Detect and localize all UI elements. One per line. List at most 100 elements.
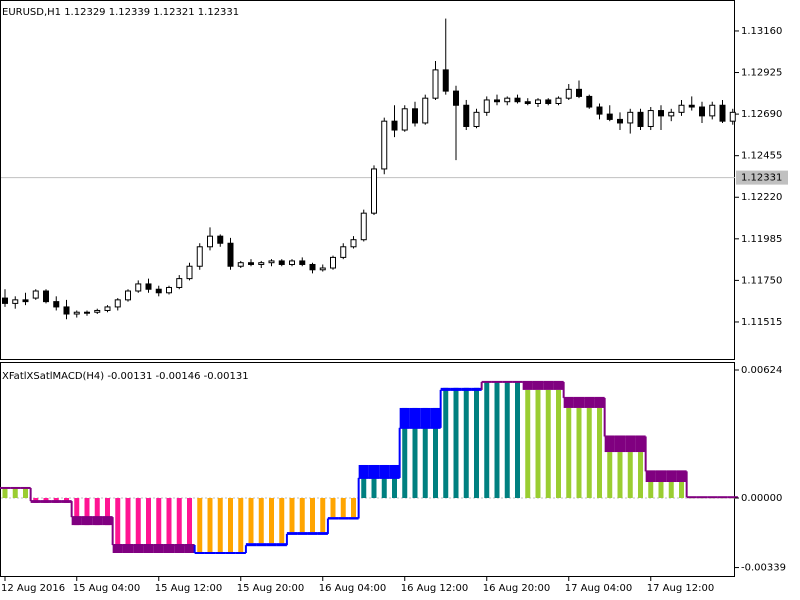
candle-body: [135, 283, 142, 292]
histogram-bar: [105, 498, 110, 526]
price-title: EURUSD,H1 1.12329 1.12339 1.12321 1.1233…: [2, 7, 239, 18]
histogram-bar: [402, 407, 408, 499]
histogram-bar: [156, 498, 162, 553]
histogram-bar: [187, 498, 192, 553]
histogram-bar: [330, 498, 336, 518]
candle-body: [401, 108, 408, 131]
signal-cloud: [399, 407, 410, 428]
signal-cloud: [594, 397, 605, 408]
candle-body: [268, 260, 275, 264]
candle-body: [309, 263, 316, 271]
candle-body: [63, 306, 70, 315]
signal-cloud: [368, 464, 380, 478]
candle-body: [350, 239, 357, 248]
signal-cloud: [543, 381, 554, 390]
signal-cloud: [143, 544, 154, 553]
histogram-bar: [443, 387, 449, 499]
candle-body: [371, 168, 377, 214]
signal-cloud: [163, 544, 175, 553]
histogram-bar: [545, 389, 551, 499]
histogram-bar: [586, 407, 592, 499]
x-tick-label: 16 Aug 12:00: [401, 583, 468, 594]
candle-body: [535, 99, 541, 104]
histogram-bar: [207, 498, 213, 553]
candle-body: [73, 311, 80, 315]
candle-body: [114, 299, 121, 308]
y-tick-label: 1.11985: [741, 234, 782, 245]
histogram-bar: [115, 498, 121, 553]
histogram-bar: [392, 464, 397, 499]
signal-cloud: [256, 543, 267, 546]
candle-body: [278, 260, 285, 265]
candle-body: [463, 104, 470, 127]
candle-body: [545, 99, 552, 104]
candle-body: [473, 111, 480, 127]
candle-body: [565, 88, 572, 99]
x-tick-label: 15 Aug 12:00: [155, 583, 222, 594]
histogram-bar: [340, 498, 346, 518]
histogram-bar: [627, 452, 633, 499]
histogram-bar: [679, 482, 684, 499]
histogram-bar: [484, 381, 490, 499]
signal-cloud: [430, 407, 441, 428]
candle-body: [586, 95, 593, 108]
signal-cloud: [174, 544, 185, 553]
signal-cloud: [266, 543, 277, 546]
x-tick-label: 12 Aug 2016: [1, 583, 65, 594]
histogram-bar: [12, 487, 18, 499]
candle-body: [84, 311, 90, 314]
signal-cloud: [461, 387, 472, 390]
histogram-bar: [310, 498, 315, 533]
candle-body: [237, 262, 244, 267]
histogram-bar: [279, 498, 285, 544]
candle-body: [596, 106, 603, 115]
candle-body: [227, 242, 234, 267]
histogram-bar: [617, 452, 623, 499]
y-tick-label: 1.12455: [741, 151, 782, 162]
candle-body: [53, 301, 60, 308]
histogram-bar: [658, 482, 664, 499]
y-tick-label: 1.12220: [741, 192, 782, 203]
candle-body: [688, 104, 695, 108]
signal-cloud: [133, 544, 144, 553]
signal-cloud: [102, 517, 113, 526]
y-tick-label: 1.11750: [741, 275, 782, 286]
histogram-bar: [84, 498, 90, 526]
candle-body: [678, 104, 685, 113]
candle-body: [12, 299, 19, 304]
candle-body: [524, 101, 531, 104]
candle-body: [719, 104, 726, 122]
histogram-bar: [381, 464, 387, 499]
signal-cloud: [245, 543, 257, 546]
histogram-bar: [217, 498, 223, 553]
candle-body: [248, 262, 254, 265]
y-tick-label: -0.00339: [741, 563, 786, 574]
candle-body: [104, 306, 111, 311]
candle-body: [453, 90, 459, 106]
histogram-bar: [258, 498, 264, 544]
candle-body: [176, 278, 183, 288]
histogram-bar: [504, 381, 510, 499]
candle-body: [729, 111, 736, 122]
histogram-bar: [433, 407, 438, 499]
candle-body: [699, 106, 705, 117]
candle-body: [360, 212, 367, 241]
signal-cloud: [563, 397, 574, 408]
histogram-bar: [228, 498, 233, 553]
candle-body: [483, 99, 490, 113]
candle-body: [494, 99, 500, 103]
x-tick-label: 17 Aug 12:00: [647, 583, 714, 594]
signal-cloud: [112, 544, 123, 553]
histogram-bar: [525, 389, 531, 499]
candle-body: [125, 290, 131, 301]
x-tick-label: 15 Aug 04:00: [73, 583, 140, 594]
signal-cloud: [420, 407, 431, 428]
signal-cloud: [666, 471, 677, 483]
histogram-bar: [146, 498, 151, 553]
signal-cloud: [379, 464, 390, 478]
signal-cloud: [184, 544, 195, 553]
candle-body: [2, 297, 8, 304]
histogram-bar: [556, 389, 561, 499]
candle-body: [668, 111, 675, 117]
histogram-bar: [289, 498, 295, 533]
